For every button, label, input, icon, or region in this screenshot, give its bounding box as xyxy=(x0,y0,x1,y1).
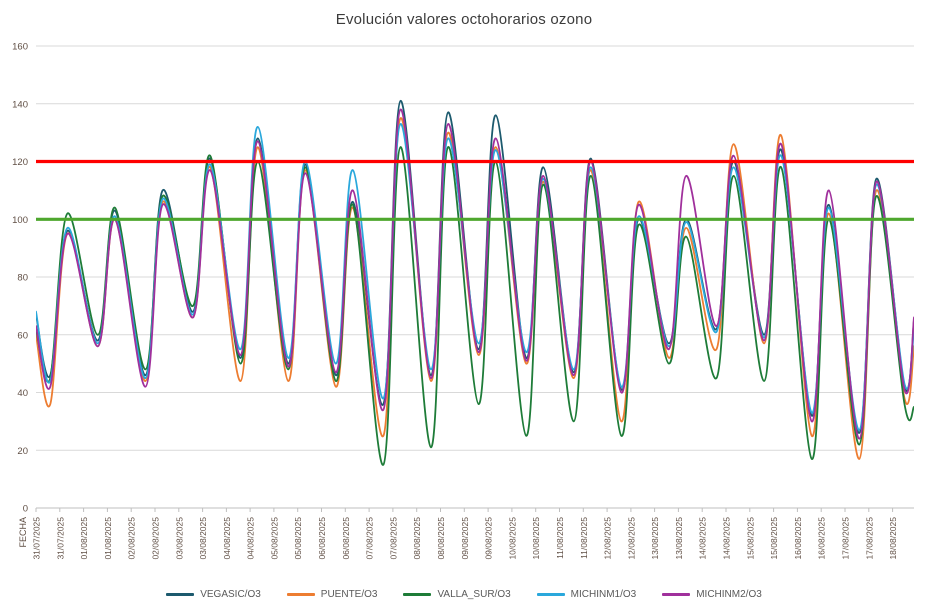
x-tick-label: 09/08/2025 xyxy=(460,517,470,560)
chart-title: Evolución valores octohorarios ozono xyxy=(335,11,593,28)
x-tick-label: 06/08/2025 xyxy=(341,517,351,560)
legend-line-swatch xyxy=(662,593,691,596)
legend-line-swatch xyxy=(166,593,195,596)
y-tick-label: 140 xyxy=(12,99,28,110)
x-tick-label: 12/08/2025 xyxy=(626,517,636,560)
x-tick-label: 09/08/2025 xyxy=(484,517,494,560)
y-tick-label: 20 xyxy=(17,446,28,457)
x-tick-label: 31/07/2025 xyxy=(32,517,42,560)
x-tick-label: 05/08/2025 xyxy=(293,517,303,560)
x-tick-label: 07/08/2025 xyxy=(388,517,398,560)
y-tick-label: 120 xyxy=(12,157,28,168)
x-tick-label: 04/08/2025 xyxy=(222,517,232,560)
legend-item-michinm1-o3: MICHINM1/O3 xyxy=(536,589,637,600)
y-tick-label: 100 xyxy=(12,215,28,226)
x-tick-label: 03/08/2025 xyxy=(198,517,208,560)
x-tick-label: 18/08/2025 xyxy=(888,517,898,560)
legend-item-valla-sur-o3: VALLA_SUR/O3 xyxy=(403,589,511,600)
x-tick-label: 15/08/2025 xyxy=(745,517,755,560)
x-tick-label: 07/08/2025 xyxy=(365,517,375,560)
legend-item-vegasic-o3: VEGASIC/O3 xyxy=(166,589,261,600)
x-tick-label: 14/08/2025 xyxy=(698,517,708,560)
chart-legend: VEGASIC/O3 PUENTE/O3 VALLA_SUR/O3 MICHINM1/… xyxy=(0,589,928,600)
legend-label: MICHINM2/O3 xyxy=(696,589,762,600)
x-tick-label: 14/08/2025 xyxy=(722,517,732,560)
x-tick-label: 16/08/2025 xyxy=(817,517,827,560)
legend-label: PUENTE/O3 xyxy=(320,589,378,600)
x-tick-label: 02/08/2025 xyxy=(151,517,161,560)
x-tick-label: 08/08/2025 xyxy=(436,517,446,560)
x-tick-label: 05/08/2025 xyxy=(269,517,279,560)
x-tick-label: 31/07/2025 xyxy=(55,517,65,560)
x-tick-label: 15/08/2025 xyxy=(769,517,779,560)
x-tick-label: 08/08/2025 xyxy=(412,517,422,560)
x-tick-label: 06/08/2025 xyxy=(317,517,327,560)
series-line-michinm2-o3 xyxy=(36,108,914,440)
y-tick-label: 80 xyxy=(17,273,28,284)
y-tick-label: 0 xyxy=(23,504,28,515)
x-tick-label: 11/08/2025 xyxy=(555,517,565,559)
x-tick-label: 10/08/2025 xyxy=(531,517,541,560)
legend-label: MICHINM1/O3 xyxy=(570,589,637,600)
series-line-valla-sur-o3 xyxy=(36,146,914,466)
x-tick-label: 11/08/2025 xyxy=(579,517,589,559)
x-tick-label: 03/08/2025 xyxy=(174,517,184,560)
legend-line-swatch xyxy=(286,593,315,596)
legend-line-swatch xyxy=(403,593,432,596)
y-tick-label: 60 xyxy=(17,330,28,341)
legend-label: VALLA_SUR/O3 xyxy=(437,589,511,600)
x-tick-label: 13/08/2025 xyxy=(674,517,684,560)
x-tick-label: 12/08/2025 xyxy=(603,517,613,560)
x-tick-label: 01/08/2025 xyxy=(79,517,89,560)
x-tick-label: 02/08/2025 xyxy=(127,517,137,560)
x-axis-title: FECHA xyxy=(18,517,28,548)
x-tick-label: 16/08/2025 xyxy=(793,517,803,560)
x-tick-label: 13/08/2025 xyxy=(650,517,660,560)
x-tick-label: 01/08/2025 xyxy=(103,517,113,560)
legend-label: VEGASIC/O3 xyxy=(200,589,261,600)
x-tick-label: 04/08/2025 xyxy=(246,517,256,560)
legend-item-puente-o3: PUENTE/O3 xyxy=(286,589,378,600)
y-tick-label: 40 xyxy=(17,388,28,399)
x-tick-label: 17/08/2025 xyxy=(841,517,851,560)
y-tick-label: 160 xyxy=(12,42,28,53)
legend-item-michinm2-o3: MICHINM2/O3 xyxy=(662,589,762,600)
legend-line-swatch xyxy=(536,593,565,596)
x-tick-label: 17/08/2025 xyxy=(864,517,874,560)
x-tick-label: 10/08/2025 xyxy=(507,517,517,560)
